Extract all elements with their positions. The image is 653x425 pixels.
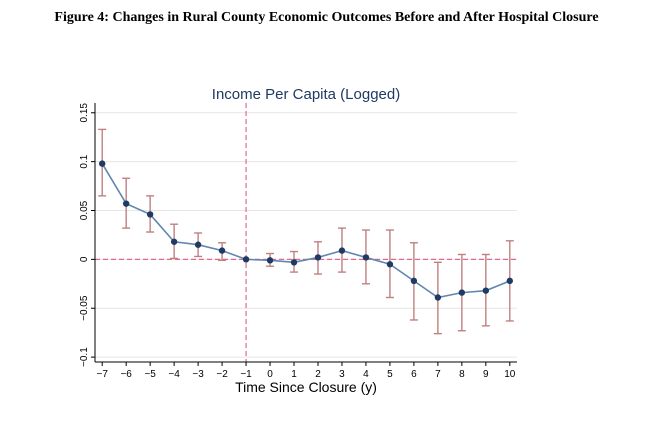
data-point <box>362 254 370 261</box>
y-tick-label: 0.1 <box>79 154 90 168</box>
chart-text: Income Per Capita (Logged) Time Since Cl… <box>212 86 400 395</box>
y-tick-label: 0.05 <box>79 200 90 220</box>
y-tick-label: 0 <box>79 256 90 262</box>
x-tick-label: −7 <box>96 369 108 380</box>
axes: −0.1 −0.05 0 0.05 0.1 0.15 −7 −6 −5 −4 −3 −2 −1 0 1 2 3 4… <box>79 103 517 380</box>
grid-lines <box>95 112 517 358</box>
x-tick-label: 6 <box>411 369 417 380</box>
data-point <box>506 277 514 285</box>
confidence-intervals <box>98 128 514 335</box>
figure-title: Figure 4: Changes in Rural County Econom… <box>54 10 599 25</box>
x-tick-label: 3 <box>339 369 345 380</box>
x-axis-label: Time Since Closure (y) <box>235 379 377 395</box>
data-point <box>122 200 130 207</box>
data-point <box>338 247 346 254</box>
x-tick-label: 4 <box>363 369 369 380</box>
data-point <box>218 247 226 254</box>
x-tick-label: 1 <box>291 369 297 380</box>
series-line <box>101 163 511 299</box>
x-tick-label: −5 <box>144 369 156 380</box>
series-polyline <box>101 163 511 299</box>
data-point <box>410 277 418 285</box>
x-tick-label: 2 <box>315 369 321 380</box>
data-point <box>242 256 250 263</box>
x-tick-label: 9 <box>483 369 489 380</box>
data-point <box>314 254 322 261</box>
data-point <box>146 211 154 218</box>
chart-title: Income Per Capita (Logged) <box>212 86 400 103</box>
x-tick-label: 10 <box>504 369 516 380</box>
data-point <box>434 294 442 301</box>
data-point <box>458 289 466 296</box>
data-point <box>386 261 394 268</box>
y-tick-label: −0.1 <box>79 347 90 367</box>
x-tick-label: 7 <box>435 369 441 380</box>
data-point <box>290 259 298 266</box>
data-point <box>170 238 178 245</box>
x-tick-label: −1 <box>240 369 252 380</box>
x-tick-label: 8 <box>459 369 465 380</box>
data-point <box>98 160 106 167</box>
data-point <box>482 287 490 294</box>
x-tick-label: 0 <box>267 369 273 380</box>
x-tick-label: −2 <box>216 369 228 380</box>
y-tick-label: 0.15 <box>79 103 90 123</box>
x-tick-label: −3 <box>192 369 204 380</box>
reference-lines <box>95 103 517 362</box>
data-point <box>266 257 274 264</box>
x-tick-label: 5 <box>387 369 393 380</box>
y-tick-label: −0.05 <box>79 295 90 321</box>
x-tick-label: −4 <box>168 369 180 380</box>
data-point <box>194 241 202 248</box>
data-points <box>98 160 514 301</box>
x-tick-label: −6 <box>120 369 132 380</box>
